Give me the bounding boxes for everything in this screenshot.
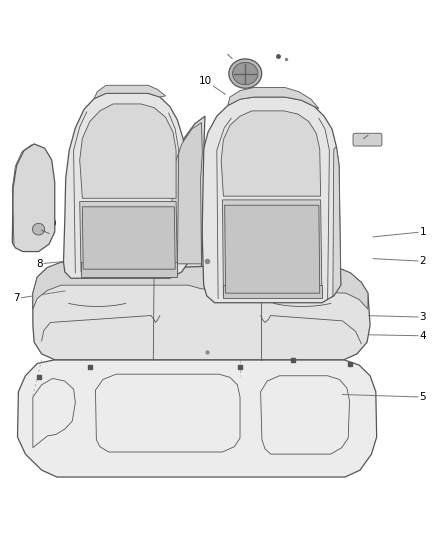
Text: 3: 3	[419, 312, 426, 322]
Polygon shape	[64, 93, 188, 278]
Polygon shape	[80, 104, 176, 198]
Text: 6: 6	[180, 264, 187, 274]
Polygon shape	[82, 207, 175, 269]
Polygon shape	[333, 147, 341, 296]
Polygon shape	[221, 111, 321, 196]
Text: 5: 5	[419, 392, 426, 402]
Text: 1: 1	[419, 227, 426, 237]
Text: 7: 7	[13, 294, 20, 303]
Polygon shape	[81, 262, 177, 277]
Text: 9: 9	[49, 219, 56, 229]
Polygon shape	[223, 200, 322, 296]
Ellipse shape	[229, 59, 262, 88]
Polygon shape	[223, 285, 322, 298]
Polygon shape	[228, 87, 319, 109]
Text: 2: 2	[419, 256, 426, 266]
Text: 8: 8	[36, 259, 43, 269]
Polygon shape	[33, 262, 370, 360]
Ellipse shape	[233, 62, 258, 85]
Polygon shape	[225, 205, 320, 293]
Polygon shape	[94, 85, 166, 99]
Polygon shape	[170, 116, 205, 268]
Text: 4: 4	[419, 331, 426, 341]
Polygon shape	[33, 262, 368, 309]
Polygon shape	[80, 201, 177, 272]
Polygon shape	[12, 144, 55, 252]
Ellipse shape	[32, 223, 45, 235]
FancyBboxPatch shape	[353, 133, 382, 146]
Polygon shape	[172, 123, 202, 264]
Text: 10: 10	[199, 76, 212, 86]
Polygon shape	[201, 97, 341, 303]
Polygon shape	[18, 360, 377, 477]
